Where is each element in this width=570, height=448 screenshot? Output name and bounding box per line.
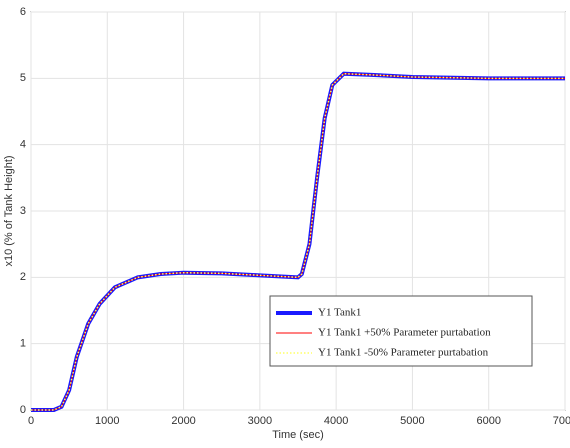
- legend-label: Y1 Tank1 +50% Parameter purtabation: [318, 327, 491, 339]
- y-tick-label: 6: [20, 6, 26, 18]
- y-tick-label: 2: [20, 271, 26, 283]
- x-tick-label: 7000: [553, 415, 570, 427]
- y-tick-label: 0: [20, 404, 26, 416]
- y-tick-label: 5: [20, 72, 26, 84]
- legend-box: [269, 295, 533, 367]
- series-line: [31, 72, 565, 411]
- x-tick-label: 6000: [476, 415, 500, 427]
- x-tick-label: 4000: [324, 415, 348, 427]
- y-axis-label: x10 (% of Tank Height): [3, 155, 15, 266]
- x-tick-label: 1000: [95, 415, 119, 427]
- legend: Y1 Tank1 Y1 Tank1 +50% Parameter purtabat…: [269, 295, 533, 367]
- x-axis-label: Time (sec): [272, 429, 324, 441]
- x-tick-label: 0: [28, 415, 34, 427]
- legend-label: Y1 Tank1 -50% Parameter purtabation: [318, 347, 489, 359]
- x-tick-label: 5000: [400, 415, 424, 427]
- y-tick-label: 3: [20, 205, 26, 217]
- y-tick-label: 4: [20, 139, 26, 151]
- y-tick-label: 1: [20, 338, 26, 350]
- x-tick-label: 2000: [171, 415, 195, 427]
- legend-label: Y1 Tank1: [318, 307, 361, 319]
- x-tick-label: 3000: [248, 415, 272, 427]
